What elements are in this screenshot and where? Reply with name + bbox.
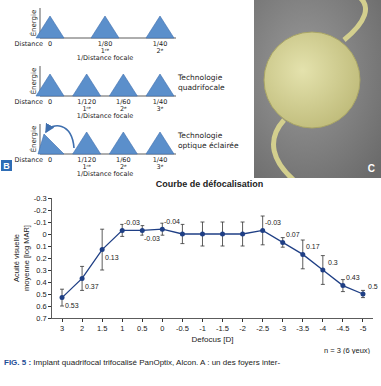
svg-text:1ʳᵉ: 1ʳᵉ: [82, 105, 91, 113]
svg-text:Acuité visuellemoyenne [log MA: Acuité visuellemoyenne [log MAR]: [12, 225, 31, 291]
svg-text:Énergie: Énergie: [29, 68, 38, 95]
svg-text:0.3: 0.3: [328, 259, 338, 266]
svg-text:-2.5: -2.5: [256, 324, 269, 333]
svg-text:quadrifocale: quadrifocale: [178, 83, 225, 92]
svg-text:0.17: 0.17: [306, 243, 320, 250]
svg-text:0.13: 0.13: [105, 254, 119, 261]
svg-text:0.3: 0.3: [36, 266, 46, 275]
svg-text:-4: -4: [320, 324, 327, 333]
svg-text:1/Distance focale: 1/Distance focale: [77, 54, 133, 62]
svg-text:0: 0: [160, 324, 164, 333]
svg-text:Courbe de défocalisation: Courbe de défocalisation: [156, 179, 264, 189]
svg-text:Distance: Distance: [15, 98, 43, 106]
svg-text:-0.5: -0.5: [176, 324, 189, 333]
svg-text:0.7: 0.7: [36, 314, 46, 323]
svg-text:0.07: 0.07: [286, 231, 300, 238]
svg-text:1/40: 1/40: [152, 40, 168, 48]
svg-text:-0.03: -0.03: [144, 235, 160, 242]
svg-text:-5: -5: [360, 324, 367, 333]
svg-text:3: 3: [60, 324, 64, 333]
svg-text:0.5: 0.5: [368, 283, 378, 290]
html-text:FIG. 5 : Implant quadrifocal t: FIG. 5 : Implant quadrifocal trifocalisé…: [4, 358, 281, 367]
svg-text:1/60: 1/60: [116, 98, 131, 106]
svg-text:-1.5: -1.5: [216, 324, 229, 333]
svg-text:0.37: 0.37: [85, 283, 99, 290]
svg-text:B: B: [3, 161, 10, 171]
svg-text:3ᵉ: 3ᵉ: [157, 105, 164, 113]
svg-text:0: 0: [43, 230, 47, 239]
svg-text:0: 0: [48, 156, 52, 164]
svg-text:2ᵉ: 2ᵉ: [119, 163, 127, 171]
svg-text:Énergie: Énergie: [29, 10, 38, 37]
svg-text:-0.04: -0.04: [164, 218, 180, 225]
svg-text:3ᵉ: 3ᵉ: [157, 163, 164, 171]
svg-text:0.5: 0.5: [137, 324, 147, 333]
svg-text:2ᵉ: 2ᵉ: [119, 105, 127, 113]
svg-text:C: C: [368, 163, 375, 174]
svg-text:0.4: 0.4: [36, 278, 46, 287]
svg-text:-3: -3: [279, 324, 286, 333]
svg-text:1/40: 1/40: [152, 98, 168, 106]
svg-text:1.5: 1.5: [97, 324, 107, 333]
svg-text:-0.3: -0.3: [34, 194, 47, 203]
svg-text:1/60: 1/60: [116, 156, 131, 164]
svg-text:-0.03: -0.03: [124, 219, 140, 226]
svg-text:1: 1: [120, 324, 124, 333]
svg-text:0.5: 0.5: [36, 290, 46, 299]
svg-text:Énergie: Énergie: [29, 126, 38, 153]
svg-text:Technologie: Technologie: [177, 73, 223, 82]
svg-text:Defocus [D]: Defocus [D]: [192, 335, 234, 344]
svg-text:0: 0: [48, 98, 52, 106]
svg-text:-0.03: -0.03: [265, 219, 281, 226]
svg-text:2: 2: [80, 324, 84, 333]
svg-text:-3.5: -3.5: [296, 324, 309, 333]
svg-text:0.53: 0.53: [65, 302, 79, 309]
svg-text:1ʳᵉ: 1ʳᵉ: [82, 163, 91, 171]
svg-text:Distance: Distance: [15, 40, 43, 48]
svg-text:1/Distance focale: 1/Distance focale: [77, 112, 133, 120]
svg-text:-2: -2: [239, 324, 246, 333]
svg-text:1/120: 1/120: [77, 156, 96, 164]
svg-text:1ʳᵉ: 1ʳᵉ: [100, 47, 110, 55]
svg-text:1/Distance focale: 1/Distance focale: [77, 170, 133, 178]
svg-text:0.6: 0.6: [36, 302, 46, 311]
svg-text:Technologie: Technologie: [177, 131, 223, 140]
svg-text:0.43: 0.43: [346, 274, 360, 281]
svg-text:0.1: 0.1: [36, 242, 46, 251]
svg-text:1/40: 1/40: [152, 156, 168, 164]
svg-text:optique éclairée: optique éclairée: [178, 141, 239, 150]
svg-text:1/120: 1/120: [77, 98, 96, 106]
svg-text:-0.2: -0.2: [34, 206, 47, 215]
svg-text:0: 0: [48, 40, 52, 48]
svg-text:n = 3 (6 yeux): n = 3 (6 yeux): [324, 346, 371, 354]
svg-text:0.2: 0.2: [36, 254, 46, 263]
svg-text:-4.5: -4.5: [336, 324, 349, 333]
svg-text:1/80: 1/80: [97, 40, 113, 48]
svg-text:2ᵉ: 2ᵉ: [157, 47, 164, 55]
svg-text:Distance: Distance: [15, 156, 43, 164]
svg-text:-0.1: -0.1: [34, 218, 47, 227]
svg-text:-1: -1: [199, 324, 206, 333]
